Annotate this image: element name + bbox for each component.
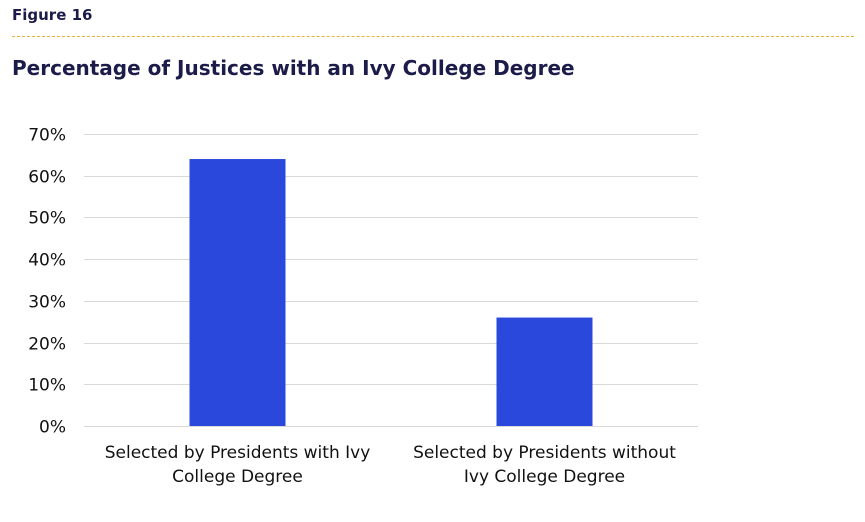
x-category-label-line: Selected by Presidents without xyxy=(413,443,676,463)
bars xyxy=(189,159,593,426)
x-category-label-line: College Degree xyxy=(172,467,303,487)
divider xyxy=(12,36,854,37)
y-tick-label: 30% xyxy=(28,293,66,313)
y-tick-label: 50% xyxy=(28,209,66,229)
x-category-label-line: Selected by Presidents with Ivy xyxy=(105,443,371,463)
y-tick-label: 60% xyxy=(28,168,66,188)
chart-title: Percentage of Justices with an Ivy Colle… xyxy=(12,56,575,80)
figure-label: Figure 16 xyxy=(12,6,93,24)
bar xyxy=(189,159,286,426)
x-category-label: Selected by Presidents without Ivy Colleg… xyxy=(413,443,676,487)
y-tick-label: 70% xyxy=(28,126,66,146)
y-tick-label: 0% xyxy=(39,418,66,438)
y-tick-label: 40% xyxy=(28,251,66,271)
x-category-label-line: Ivy College Degree xyxy=(464,467,625,487)
grid-lines xyxy=(84,134,698,427)
x-axis-category-labels: Selected by Presidents with Ivy College D… xyxy=(105,443,677,487)
bar xyxy=(496,317,593,426)
y-tick-label: 20% xyxy=(28,335,66,355)
y-tick-label: 10% xyxy=(28,376,66,396)
x-category-label: Selected by Presidents with Ivy College D… xyxy=(105,443,371,487)
y-axis-tick-labels: 0% 10% 20% 30% 40% 50% 60% 70% xyxy=(28,126,66,438)
